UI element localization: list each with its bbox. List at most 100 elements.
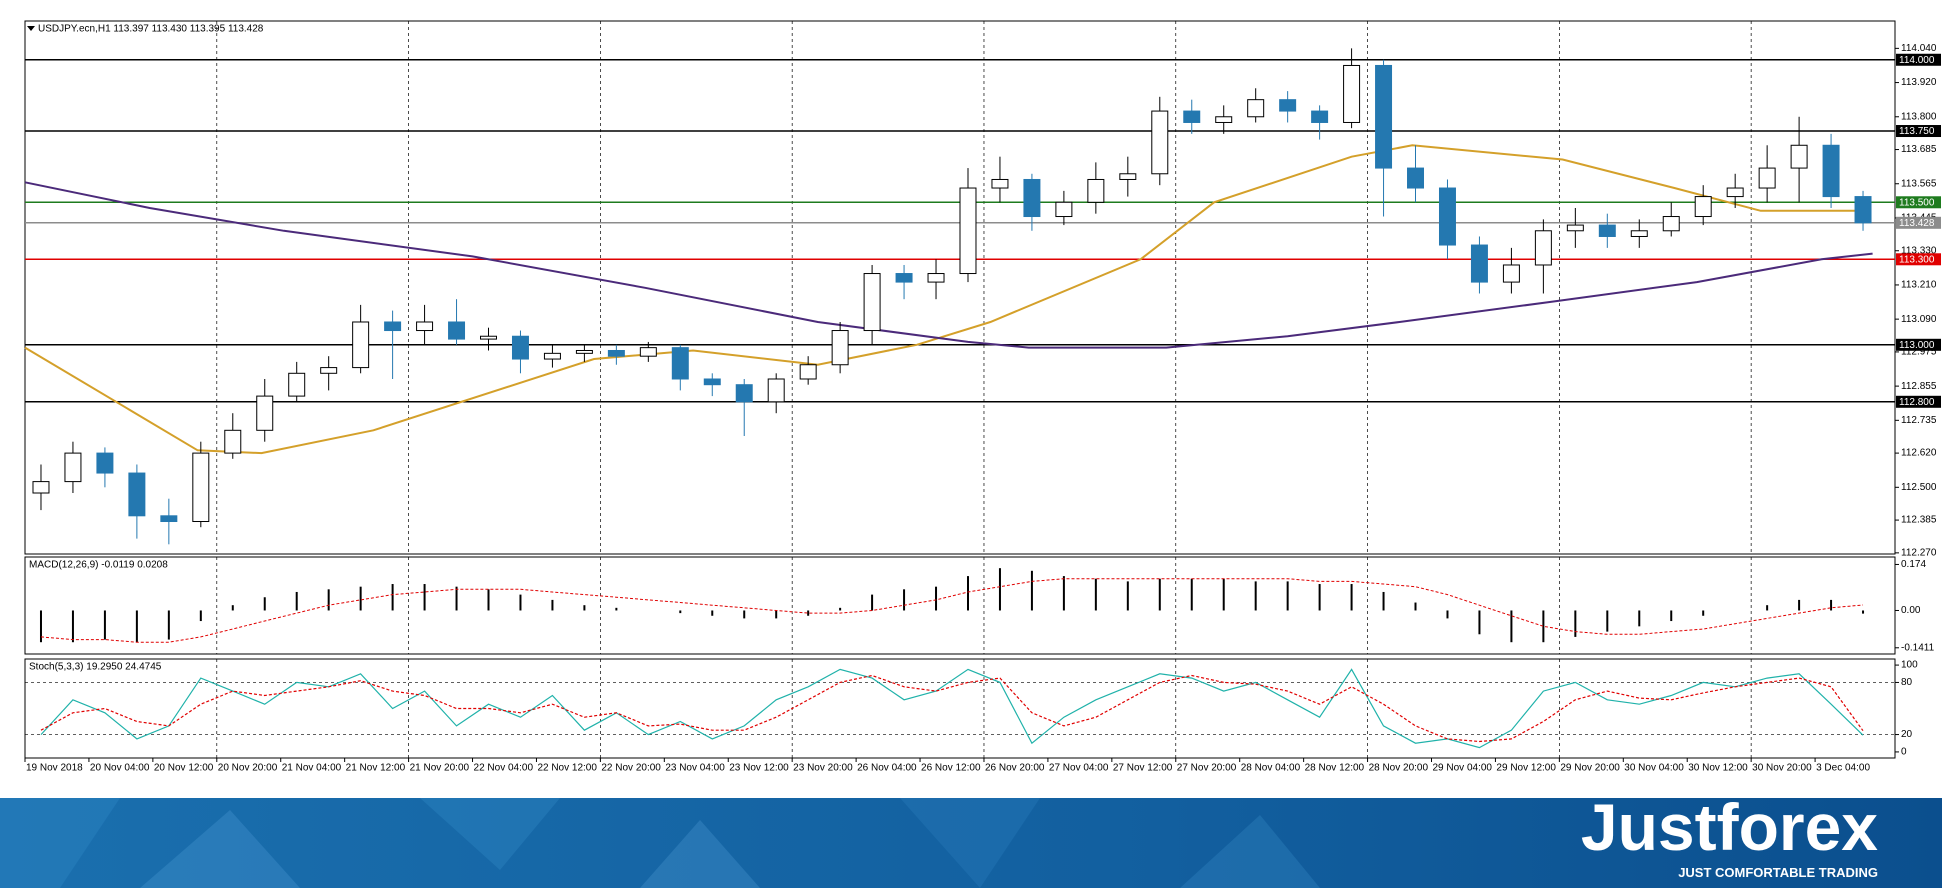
candle-body [1407,167,1425,189]
candle-body [1247,99,1265,118]
candle-body [256,395,274,431]
y-tick-label: 113.920 [1901,77,1937,88]
candle-body [799,364,817,380]
candle-body [1279,99,1297,112]
candle-body [1343,64,1361,123]
y-tick-label: 80 [1901,677,1913,688]
level-label-box [1896,196,1941,209]
x-tick-label: 21 Nov 20:00 [410,763,470,774]
x-tick-label: 23 Nov 12:00 [729,763,789,774]
x-tick-label: 26 Nov 20:00 [985,763,1045,774]
candle-body [1375,64,1393,169]
panel-frame [24,20,1896,555]
level-label: 113.300 [1899,254,1935,265]
candle-body [1566,224,1584,232]
y-tick-label: 113.685 [1901,144,1937,155]
candle-body [735,384,753,403]
decor [0,798,120,888]
y-tick-label: 112.620 [1901,448,1937,459]
y-tick-label: 100 [1901,660,1918,671]
x-tick-label: 26 Nov 04:00 [857,763,917,774]
y-tick-label: 113.565 [1901,178,1937,189]
x-tick-label: 29 Nov 04:00 [1432,763,1492,774]
panel-title: MACD(12,26,9) -0.0119 0.0208 [29,560,168,571]
candle-body [1055,201,1073,218]
decor [140,810,300,888]
candle-body [1790,144,1808,169]
x-tick-label: 3 Dec 04:00 [1816,763,1870,774]
x-tick-label: 27 Nov 04:00 [1049,763,1109,774]
x-tick-label: 28 Nov 20:00 [1369,763,1429,774]
candle-body [32,481,50,494]
level-label: 112.800 [1899,397,1935,408]
candle-body [863,273,881,332]
x-tick-label: 30 Nov 12:00 [1688,763,1748,774]
candle-body [543,352,561,360]
decor [640,820,760,888]
candle-body [1151,110,1169,175]
candle-body [639,347,657,357]
y-tick-label: 113.090 [1901,314,1937,325]
x-tick-label: 29 Nov 20:00 [1560,763,1620,774]
x-tick-label: 28 Nov 12:00 [1305,763,1365,774]
plot-layer: 19 Nov 2018 20 Nov 04:00 20 Nov 12:00 20 No… [24,20,1941,774]
candle-body [895,273,913,283]
candle-body [671,347,689,380]
x-tick-label: 20 Nov 20:00 [218,763,278,774]
x-tick-label: 22 Nov 04:00 [474,763,534,774]
x-tick-label: 30 Nov 20:00 [1752,763,1812,774]
y-tick-label: 112.500 [1901,482,1937,493]
candle-body [480,335,497,340]
candle-body [1311,110,1329,123]
y-tick-label: 0.174 [1901,559,1926,570]
candle-body [224,429,242,454]
candle-body [192,452,210,523]
y-tick-label: 112.735 [1901,415,1937,426]
candle-body [1023,178,1041,218]
panel-title: Stoch(5,3,3) 19.2950 24.4745 [29,662,162,673]
level-label: 114.000 [1899,55,1935,66]
x-tick-label: 22 Nov 20:00 [601,763,661,774]
y-tick-label: 0.00 [1901,605,1921,616]
candle-body [1854,196,1872,224]
level-label-box [1896,395,1941,408]
level-label: 113.428 [1899,218,1935,229]
candle-body [1470,244,1488,283]
x-tick-label: 20 Nov 12:00 [154,763,214,774]
x-tick-label: 21 Nov 12:00 [346,763,406,774]
background [0,0,1942,798]
candle-body [607,349,625,357]
moving-average [24,181,1873,349]
y-tick-label: 113.800 [1901,111,1937,122]
candle-body [320,367,338,374]
candle-body [1662,216,1680,232]
candle-body [1694,196,1712,218]
y-tick-label: 114.040 [1901,43,1937,54]
candle-body [128,472,146,517]
x-tick-label: 30 Nov 04:00 [1624,763,1684,774]
level-label-box [1896,125,1941,138]
candle-body [1119,173,1137,180]
y-tick-label: 112.855 [1901,381,1937,392]
level-label-box [1896,53,1941,66]
candle-body [1758,167,1776,189]
candle-body [703,378,721,386]
y-tick-label: 113.210 [1901,280,1937,291]
stoch-d-line [40,674,1864,743]
y-tick-label: 112.270 [1901,548,1937,559]
candle-body [1598,224,1616,237]
candle-body [927,273,945,283]
level-label: 113.500 [1899,197,1935,208]
decor [420,798,560,870]
candle-body [1438,187,1456,246]
x-tick-label: 27 Nov 20:00 [1177,763,1237,774]
y-tick-label: 112.385 [1901,515,1937,526]
tagline: JUST COMFORTABLE TRADING [1678,865,1878,880]
x-tick-label: 23 Nov 20:00 [793,763,853,774]
x-tick-label: 20 Nov 04:00 [90,763,150,774]
level-label-box [1896,216,1941,229]
y-tick-label: 20 [1901,729,1913,740]
candle-body [1726,187,1744,198]
